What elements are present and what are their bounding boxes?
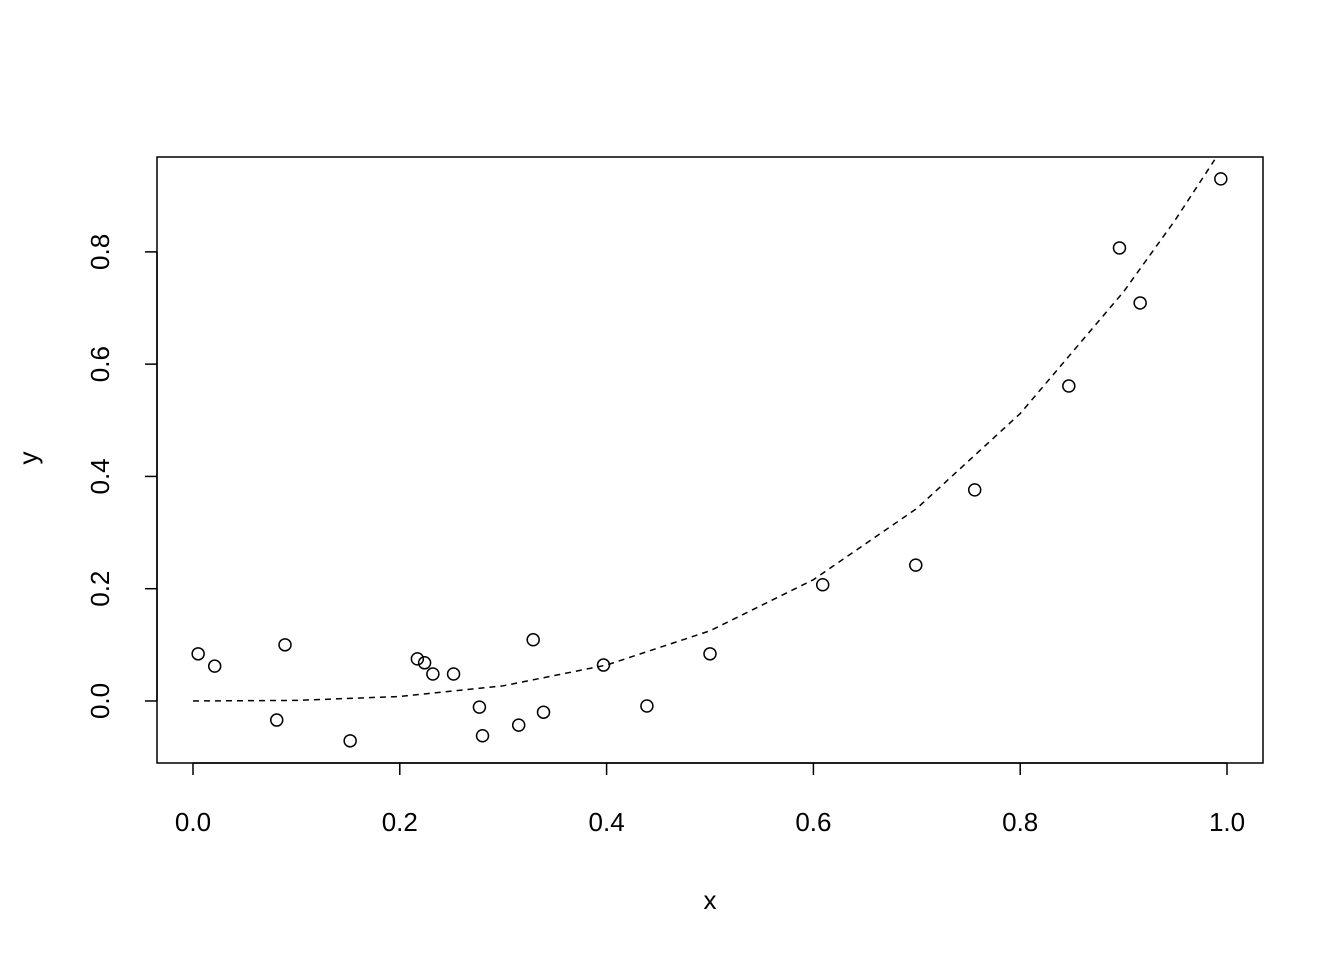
point (967, 483, 982, 497)
point (1112, 241, 1127, 255)
point (536, 705, 551, 719)
x-tick-label: 1.0 (1209, 807, 1245, 837)
y-tick-label: 0.4 (85, 458, 115, 494)
point (475, 729, 490, 743)
point (703, 647, 717, 661)
point (417, 656, 432, 670)
point (191, 647, 205, 661)
point (269, 713, 284, 727)
point (526, 633, 540, 647)
point (278, 638, 292, 652)
point (909, 558, 923, 572)
plot-box (156, 156, 1264, 764)
point (343, 734, 357, 748)
x-tick-label: 0.4 (589, 807, 625, 837)
point (1062, 379, 1076, 393)
fit-curve (192, 159, 1216, 702)
y-axis-title: y (13, 452, 43, 465)
point (472, 700, 487, 714)
point (1214, 172, 1228, 186)
point (426, 667, 440, 681)
x-axis-title: x (704, 885, 717, 915)
x-tick-label: 0.0 (175, 807, 211, 837)
x-tick-label: 0.8 (1002, 807, 1038, 837)
y-tick-label: 0.2 (85, 571, 115, 607)
point (1133, 296, 1147, 310)
point (596, 658, 611, 672)
y-tick-label: 0.6 (85, 346, 115, 382)
point (511, 718, 526, 732)
y-tick-label: 0.8 (85, 234, 115, 270)
x-tick-label: 0.2 (382, 807, 418, 837)
x-tick-label: 0.6 (795, 807, 831, 837)
point (640, 699, 654, 713)
point (410, 652, 425, 666)
point (207, 659, 222, 673)
point (815, 578, 830, 592)
y-tick-label: 0.0 (85, 683, 115, 719)
point (446, 667, 461, 681)
